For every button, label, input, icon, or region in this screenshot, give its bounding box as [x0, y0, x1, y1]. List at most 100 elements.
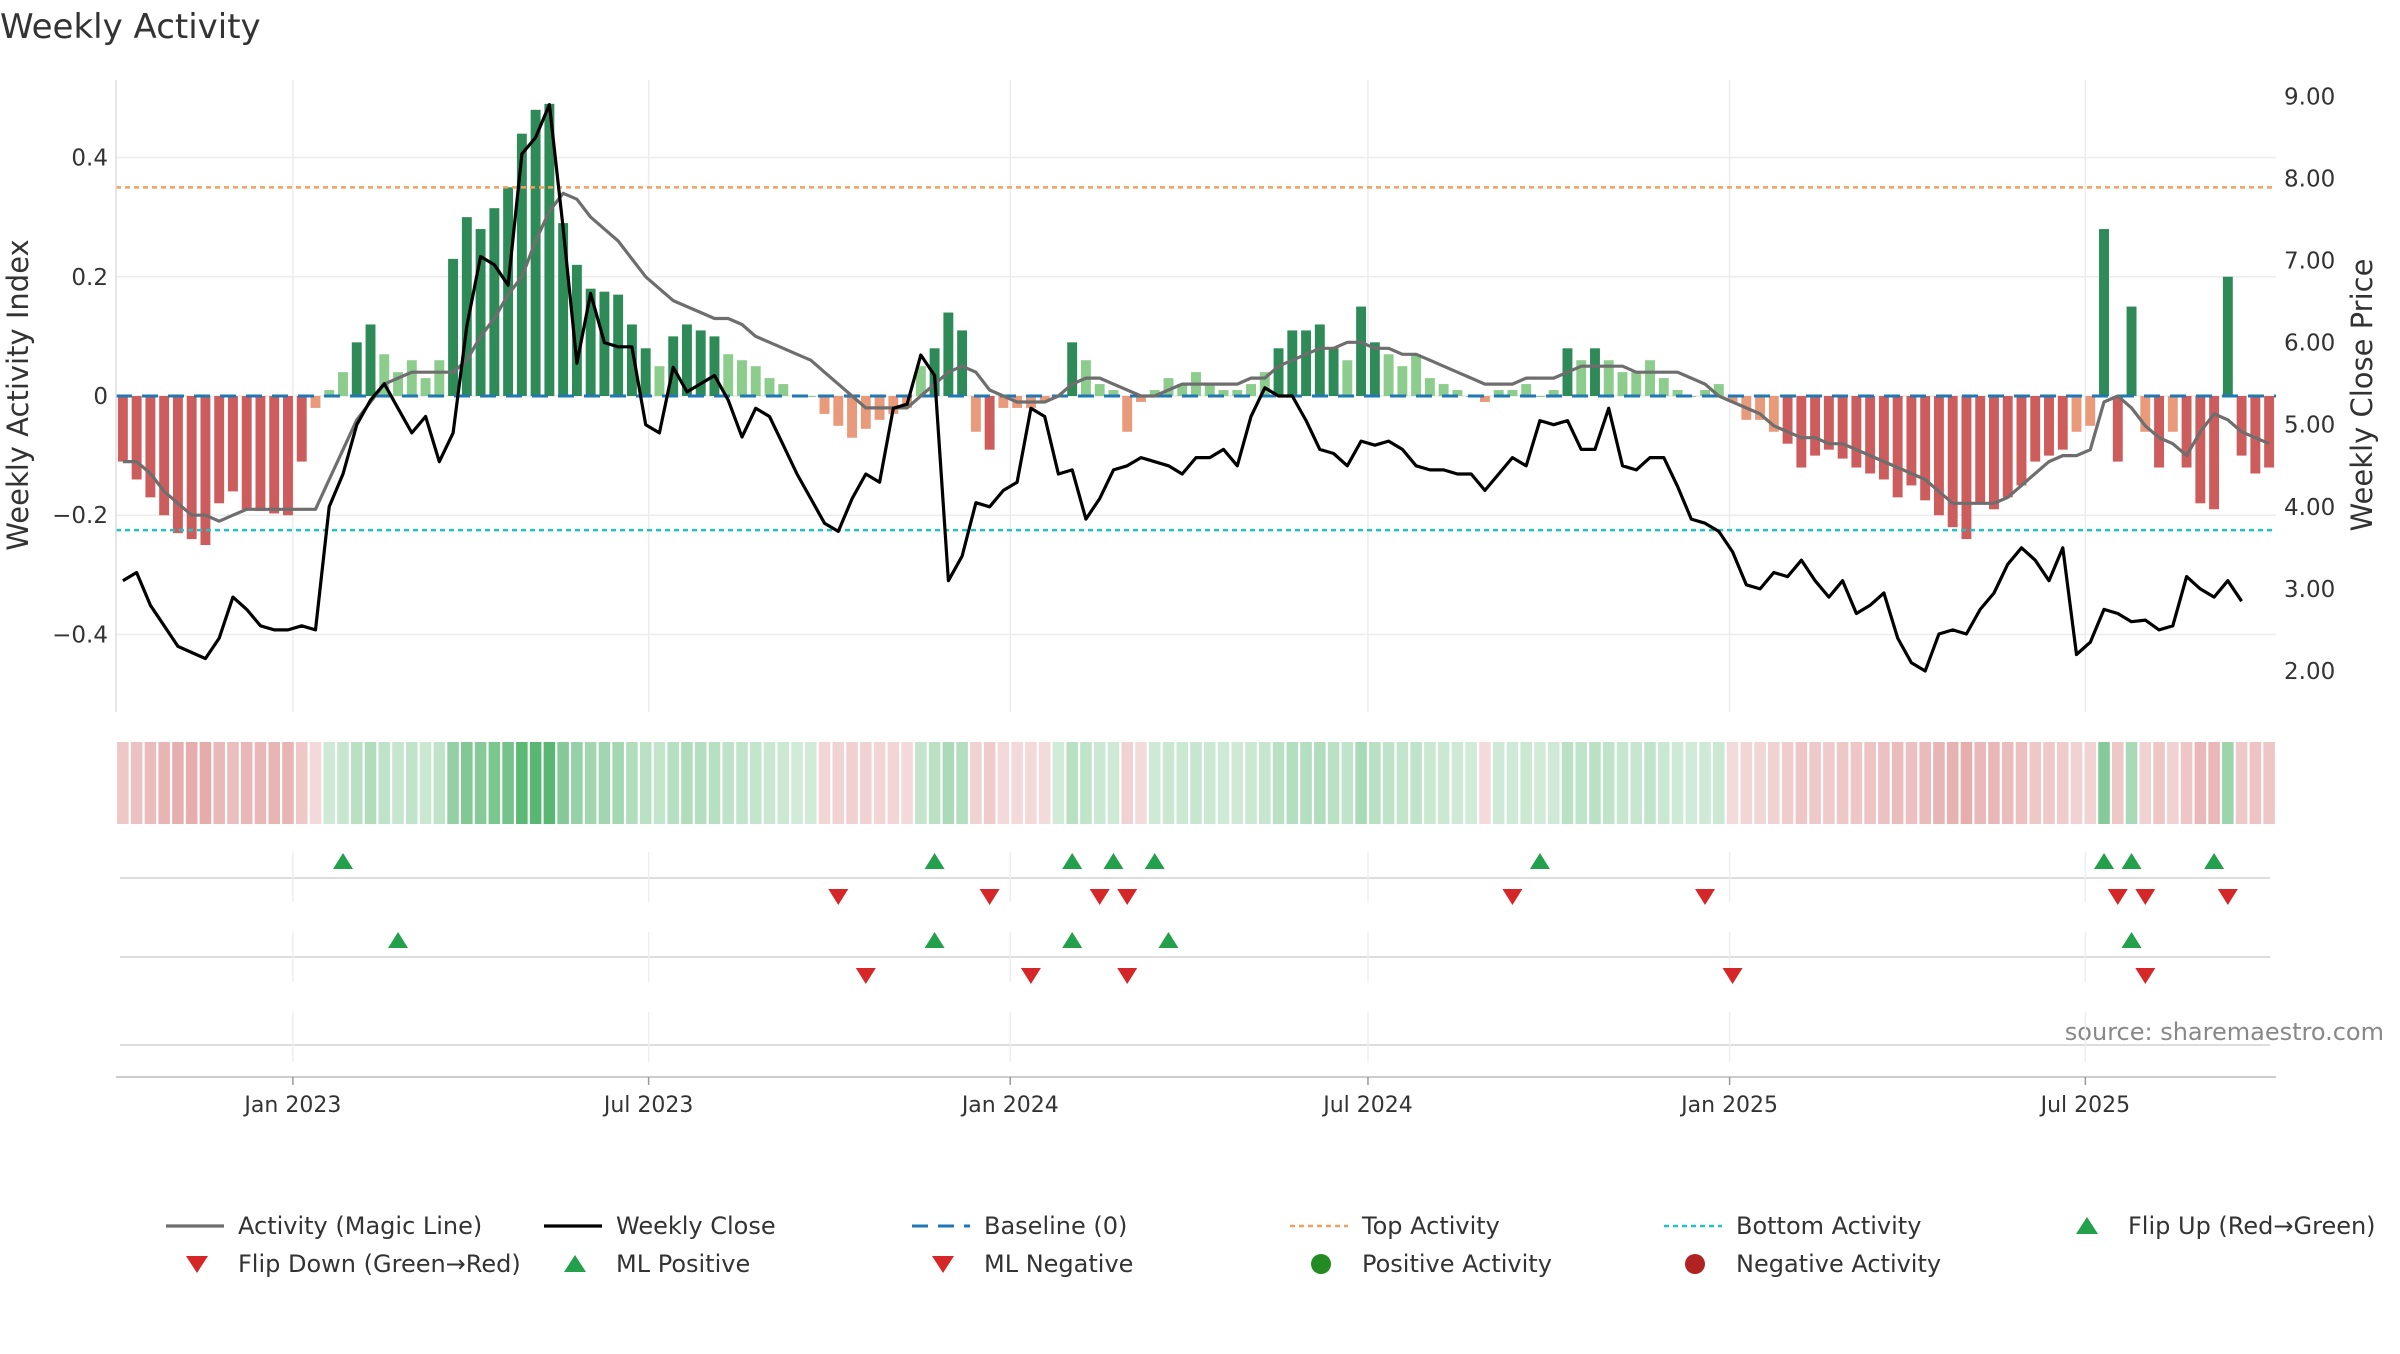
strip-cell: [213, 742, 225, 824]
legend-label: Baseline (0): [984, 1212, 1127, 1240]
strip-cell: [2139, 742, 2152, 824]
activity-bar: [1232, 390, 1243, 396]
activity-bar: [860, 396, 871, 429]
strip-cell: [681, 742, 693, 824]
strip-cell: [1217, 742, 1230, 824]
strip-cell: [901, 742, 913, 824]
strip-cell: [1657, 742, 1670, 824]
y2-axis-label: Weekly Close Price: [2345, 259, 2379, 532]
strip-cell: [1836, 742, 1849, 824]
strip-cell: [763, 742, 776, 824]
strip-cell: [1231, 742, 1244, 824]
strip-cell: [2112, 742, 2124, 824]
strip-cell: [529, 742, 542, 824]
flip-down-marker: [1117, 889, 1138, 905]
activity-bar: [1149, 390, 1160, 396]
activity-bar: [530, 109, 541, 397]
strip-cell: [2001, 742, 2014, 824]
activity-bar: [1576, 360, 1587, 396]
activity-bar: [241, 396, 252, 510]
legend-swatch-triangle-up: [2076, 1217, 2098, 1234]
strip-cell: [185, 742, 198, 824]
activity-bar: [1287, 330, 1298, 396]
strip-cell: [2222, 742, 2234, 824]
strip-cell: [2235, 742, 2248, 824]
activity-bar: [1906, 396, 1917, 486]
y2-tick-label: 2.00: [2284, 659, 2335, 685]
strip-cell: [1176, 742, 1189, 824]
activity-bar: [1273, 348, 1284, 396]
strip-cell: [1616, 742, 1629, 824]
strip-cell: [791, 742, 803, 824]
activity-bar: [544, 103, 555, 396]
activity-bar: [255, 396, 266, 512]
y-tick-label: 0.2: [71, 265, 108, 291]
strip-cell: [846, 742, 858, 824]
strip-cell: [268, 742, 280, 824]
activity-bar: [420, 378, 431, 396]
legend-swatch-dot-negative: [1685, 1254, 1705, 1274]
strip-cell: [1946, 742, 1959, 824]
strip-cell: [1203, 742, 1216, 824]
strip-cell: [1575, 742, 1588, 824]
magic-line: [122, 191, 2270, 523]
ml-negative-marker: [2135, 968, 2156, 984]
activity-bar: [2099, 229, 2109, 396]
activity-bar: [1837, 396, 1848, 459]
strip-cell: [2263, 742, 2275, 824]
strip-cell: [1369, 742, 1381, 824]
weekly-close-line: [122, 102, 2243, 673]
strip-cell: [1699, 742, 1711, 824]
strip-cell: [254, 742, 267, 824]
activity-bar: [393, 372, 403, 396]
strip-cell: [1506, 742, 1519, 824]
strip-cell: [1038, 742, 1051, 824]
y-tick-label: 0: [93, 384, 108, 410]
strip-cell: [350, 742, 363, 824]
activity-bar: [585, 288, 596, 396]
activity-bar: [805, 396, 816, 397]
activity-bar: [1108, 390, 1119, 396]
flip-up-marker: [1062, 853, 1083, 869]
strip-cell: [406, 742, 418, 824]
strip-cell: [2029, 742, 2042, 824]
strip-cell: [777, 742, 790, 824]
strip-cell: [997, 742, 1010, 824]
flip-up-marker: [1529, 853, 1550, 869]
activity-bar: [1768, 396, 1779, 432]
strip-cell: [295, 742, 308, 824]
strip-cell: [1974, 742, 1986, 824]
strip-cell: [1919, 742, 1931, 824]
strip-cell: [1080, 742, 1092, 824]
strip-cell: [584, 742, 597, 824]
activity-bar: [1479, 396, 1490, 402]
strip-cell: [1671, 742, 1684, 824]
strip-cell: [1327, 742, 1340, 824]
strip-cell: [928, 742, 941, 824]
strip-cell: [1107, 742, 1120, 824]
activity-bar: [723, 354, 734, 396]
legend: Activity (Magic Line) Weekly Close Baselin…: [166, 1212, 2376, 1278]
flip-up-marker: [924, 853, 945, 869]
activity-bar: [1452, 390, 1463, 396]
activity-bar: [943, 312, 954, 396]
legend-label: Negative Activity: [1736, 1250, 1941, 1278]
activity-bar: [1039, 396, 1050, 402]
activity-bar: [1122, 396, 1133, 432]
x-tick-label: Jan 2023: [242, 1093, 341, 1118]
strip-cell: [2043, 742, 2055, 824]
activity-bar: [1700, 390, 1710, 396]
strip-cell: [433, 742, 446, 824]
strip-cell: [1561, 742, 1574, 824]
legend-label: ML Negative: [984, 1250, 1133, 1278]
activity-bar: [1713, 384, 1724, 396]
activity-bar: [1383, 354, 1394, 396]
strip-cell: [1341, 742, 1354, 824]
activity-bar: [461, 217, 472, 396]
legend-label: ML Positive: [616, 1250, 750, 1278]
strip-cell: [1465, 742, 1477, 824]
strip-cell: [1396, 742, 1409, 824]
activity-bar: [929, 348, 940, 396]
strip-cell: [942, 742, 955, 824]
activity-bar: [888, 396, 899, 414]
